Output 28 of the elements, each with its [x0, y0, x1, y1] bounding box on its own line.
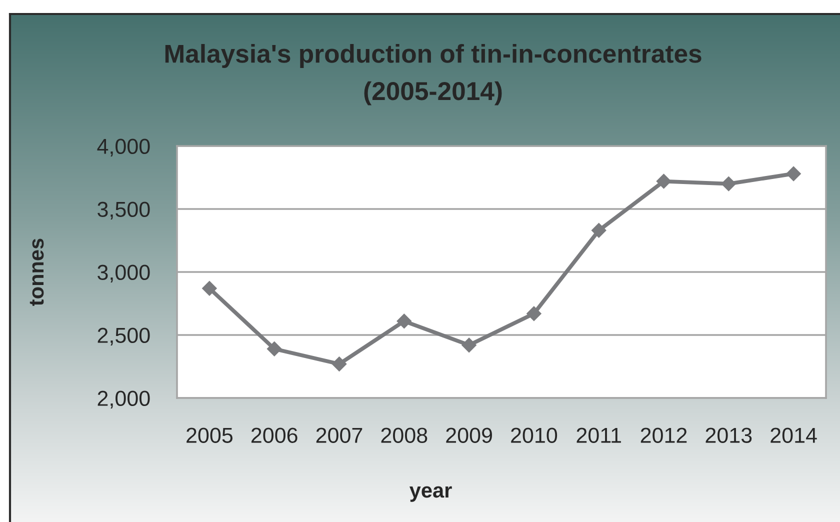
y-tick-label: 3,000 — [98, 264, 150, 283]
chart-title: Malaysia's production of tin-in-concentrates (2005-2014) — [165, 44, 702, 106]
x-tick-label: 2012 — [640, 428, 687, 443]
x-tick-label: 2014 — [770, 428, 817, 443]
x-tick-label: 2010 — [511, 428, 558, 443]
y-tick-label: 4,000 — [97, 138, 150, 157]
point — [526, 306, 542, 321]
y-tick-label: 2,500 — [98, 328, 150, 346]
x-tick-label: 2013 — [706, 428, 752, 443]
point — [786, 166, 801, 182]
point — [266, 341, 282, 356]
x-tick-label: 2008 — [381, 428, 428, 443]
point — [332, 356, 347, 372]
x-tick-label: 2009 — [446, 428, 492, 443]
x-tick-label: 2005 — [186, 428, 232, 443]
point — [721, 176, 736, 192]
y-tick-label: 3,500 — [98, 202, 150, 220]
point — [656, 174, 672, 189]
point — [591, 223, 606, 238]
y-axis-title: tonnes — [30, 238, 44, 306]
x-tick-label: 2007 — [316, 428, 362, 443]
x-tick-label: 2006 — [251, 428, 298, 443]
point — [396, 314, 412, 329]
x-tick-label: 2011 — [576, 428, 621, 443]
x-axis-title: year — [409, 486, 452, 502]
y-tick-label: 2,000 — [98, 390, 150, 409]
point — [462, 338, 476, 352]
point — [202, 280, 217, 296]
